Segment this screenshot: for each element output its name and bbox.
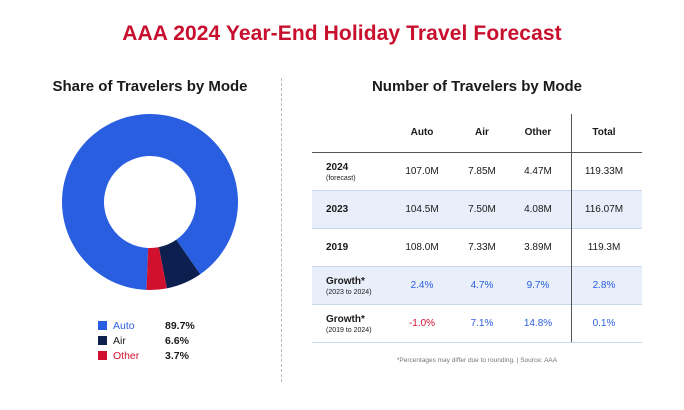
- column-header-other: Other: [524, 127, 552, 138]
- legend-item-air: Air 6.6%: [98, 333, 218, 348]
- table-cell: 9.7%: [526, 280, 550, 291]
- legend-swatch: [98, 321, 107, 330]
- table-row: 2019 108.0M 7.33M 3.89M 119.3M: [312, 229, 642, 267]
- table-title: Number of Travelers by Mode: [371, 78, 583, 95]
- table-cell: 14.8%: [523, 318, 553, 329]
- donut-slice-other: [146, 247, 167, 290]
- column-header-air: Air: [475, 127, 489, 138]
- table-row: Growth* (2019 to 2024) -1.0% 7.1% 14.8% 0.1%: [312, 305, 642, 343]
- legend-value: 89.7%: [165, 319, 195, 332]
- row-label: 2024 (forecast): [326, 162, 356, 184]
- legend-value: 3.7%: [165, 349, 189, 362]
- table-cell: 2.4%: [410, 280, 434, 291]
- table-cell: 4.08M: [524, 204, 552, 215]
- row-label-sub: (forecast): [326, 175, 356, 182]
- row-label-main: 2023: [326, 204, 349, 215]
- table-cell: 119.3M: [587, 242, 621, 253]
- section-divider: [281, 78, 282, 382]
- legend-label: Air: [113, 334, 126, 347]
- table-cell: 108.0M: [405, 242, 439, 253]
- table-cell: 104.5M: [405, 204, 439, 215]
- row-label: 2023: [326, 204, 348, 216]
- row-label-main: 2024: [326, 162, 349, 173]
- donut-slice-air: [158, 239, 201, 289]
- table-row: 2023 104.5M 7.50M 4.08M 116.07M: [312, 191, 642, 229]
- row-label-main: Growth*: [326, 314, 365, 325]
- table-cell: -1.0%: [408, 318, 436, 329]
- legend-value: 6.6%: [165, 334, 189, 347]
- table-cell: 4.47M: [524, 166, 552, 177]
- total-column-divider: [571, 114, 572, 342]
- donut-slice-auto: [62, 114, 239, 290]
- table-cell: 119.33M: [584, 166, 624, 177]
- table-cell: 7.85M: [468, 166, 496, 177]
- table-row: Growth* (2023 to 2024) 2.4% 4.7% 9.7% 2.8%: [312, 267, 642, 305]
- legend-label: Other: [113, 349, 140, 362]
- row-label-main: Growth*: [326, 276, 365, 287]
- row-label: Growth* (2019 to 2024): [326, 314, 372, 336]
- main-title: AAA 2024 Year-End Holiday Travel Forecas…: [122, 22, 562, 45]
- table-cell: 4.7%: [470, 280, 494, 291]
- travelers-table: Auto Air Other Total 2024 (forecast) 107.0M 7.…: [312, 114, 642, 343]
- row-label: Growth* (2023 to 2024): [326, 276, 372, 298]
- column-header-auto: Auto: [410, 127, 434, 138]
- table-header: Auto Air Other Total: [312, 114, 642, 152]
- table-cell: 7.50M: [468, 204, 496, 215]
- legend-item-other: Other 3.7%: [98, 348, 218, 363]
- table-cell: 7.33M: [468, 242, 496, 253]
- table-row: 2024 (forecast) 107.0M 7.85M 4.47M 119.33M: [312, 153, 642, 191]
- donut-legend: Auto 89.7% Air 6.6% Other 3.7%: [98, 318, 218, 363]
- legend-swatch: [98, 336, 107, 345]
- table-header-rule: [312, 152, 642, 153]
- table-cell: 2.8%: [592, 280, 616, 291]
- table-cell: 7.1%: [470, 318, 494, 329]
- row-label: 2019: [326, 242, 348, 254]
- row-label-sub: (2019 to 2024): [326, 327, 372, 334]
- donut-chart: [62, 114, 239, 290]
- table-cell: 116.07M: [584, 204, 624, 215]
- legend-swatch: [98, 351, 107, 360]
- column-header-total: Total: [592, 127, 616, 138]
- row-label-main: 2019: [326, 242, 349, 253]
- table-cell: 107.0M: [405, 166, 439, 177]
- legend-label: Auto: [113, 319, 135, 332]
- donut-chart-title: Share of Travelers by Mode: [52, 78, 248, 95]
- legend-item-auto: Auto 89.7%: [98, 318, 218, 333]
- table-cell: 3.89M: [524, 242, 552, 253]
- footnote: *Percentages may differ due to rounding.…: [396, 357, 558, 364]
- table-cell: 0.1%: [592, 318, 616, 329]
- row-label-sub: (2023 to 2024): [326, 289, 372, 296]
